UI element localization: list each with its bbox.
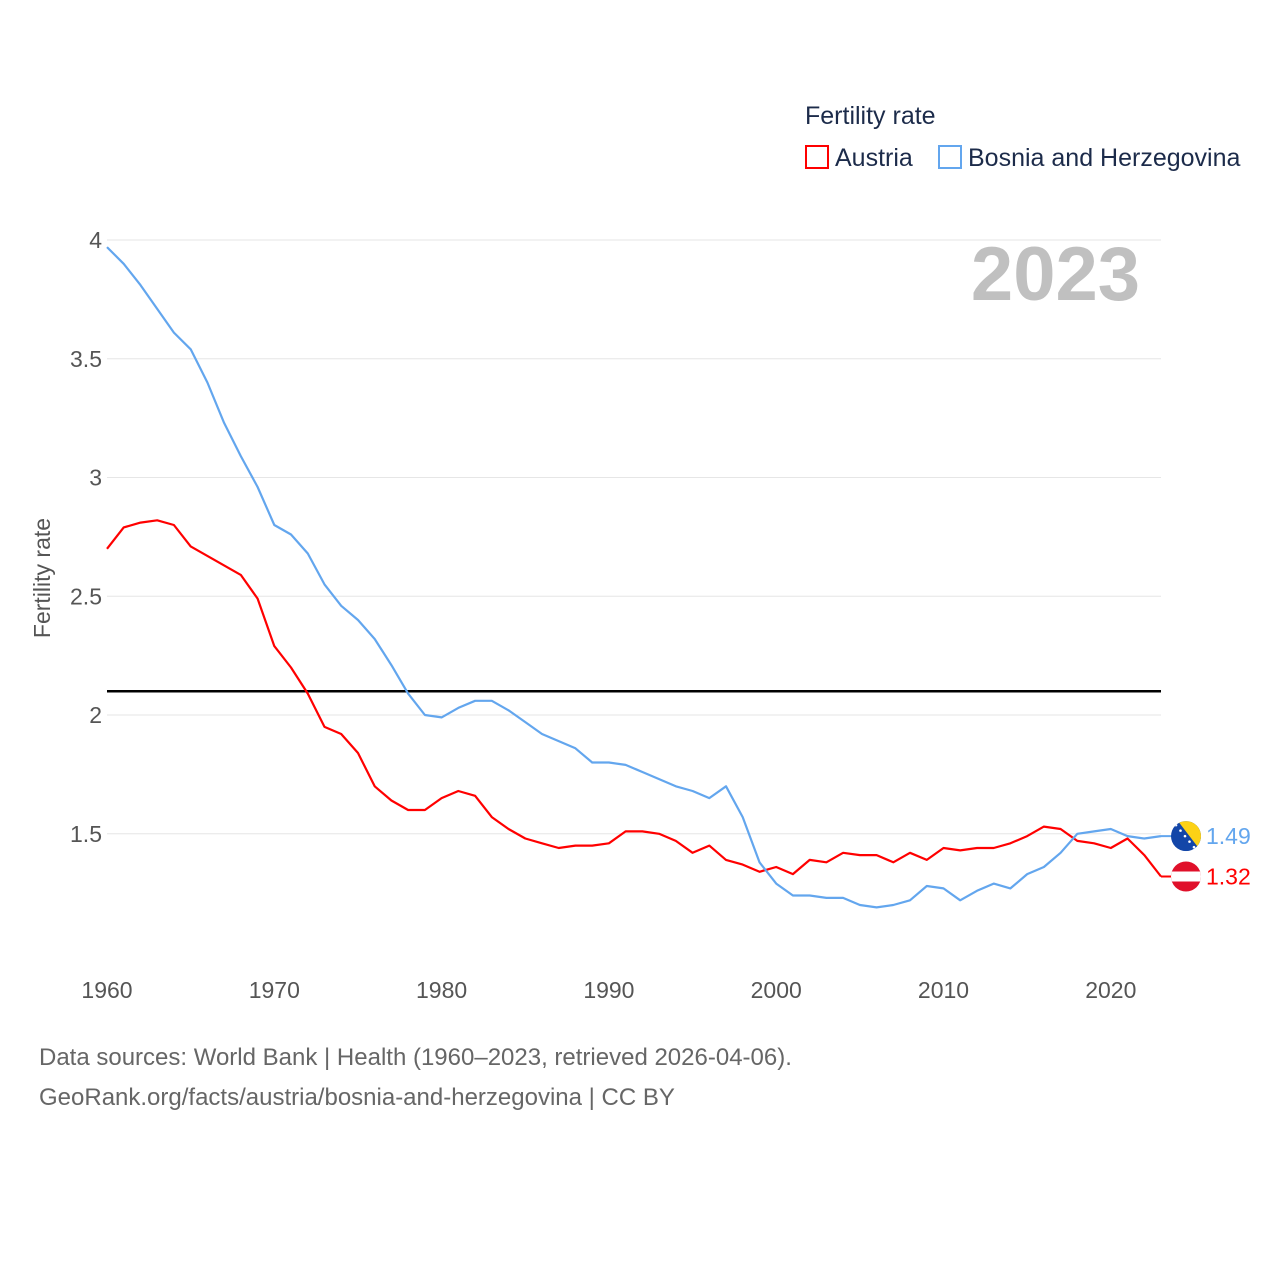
y-tick-label: 4 [89,227,102,253]
x-tick-label: 2020 [1085,977,1136,1003]
x-tick-label: 1990 [583,977,634,1003]
x-tick-label: 2000 [751,977,802,1003]
footer-link[interactable]: GeoRank.org/facts/austria/bosnia-and-her… [39,1084,675,1111]
series-line-austria [106,519,1162,878]
end-value-label: 1.49 [1206,823,1251,849]
gridlines [107,239,1161,835]
legend-label-austria: Austria [835,144,913,172]
y-tick-label: 2 [89,702,102,728]
y-axis-label: Fertility rate [29,518,55,638]
legend-swatch-austria [805,145,829,169]
legend-item-austria[interactable]: Austria [805,144,913,172]
x-axis-ticks: 1960 1970 1980 1990 2000 2010 2020 [81,977,1136,1003]
footer-sources: Data sources: World Bank | Health (1960–… [39,1044,792,1071]
y-tick-label: 2.5 [70,583,102,609]
x-tick-label: 1960 [81,977,132,1003]
end-value-label: 1.32 [1206,864,1251,890]
legend-swatch-bosnia [938,145,962,169]
watermark-year: 2023 [971,232,1140,317]
bosnia-flag-icon [1171,821,1201,852]
y-tick-label: 3 [89,465,102,491]
y-axis-ticks: 1.5 2 2.5 3 3.5 4 [70,227,102,847]
y-tick-label: 1.5 [70,821,102,847]
x-tick-label: 1970 [249,977,300,1003]
legend-label-bosnia: Bosnia and Herzegovina [968,144,1240,172]
austria-flag-icon [1171,861,1201,892]
series-line-bosnia [106,246,1162,909]
x-tick-label: 2010 [918,977,969,1003]
y-tick-label: 3.5 [70,346,102,372]
x-tick-label: 1980 [416,977,467,1003]
legend-item-bosnia[interactable]: Bosnia and Herzegovina [938,144,1240,172]
legend-title: Fertility rate [805,102,936,130]
